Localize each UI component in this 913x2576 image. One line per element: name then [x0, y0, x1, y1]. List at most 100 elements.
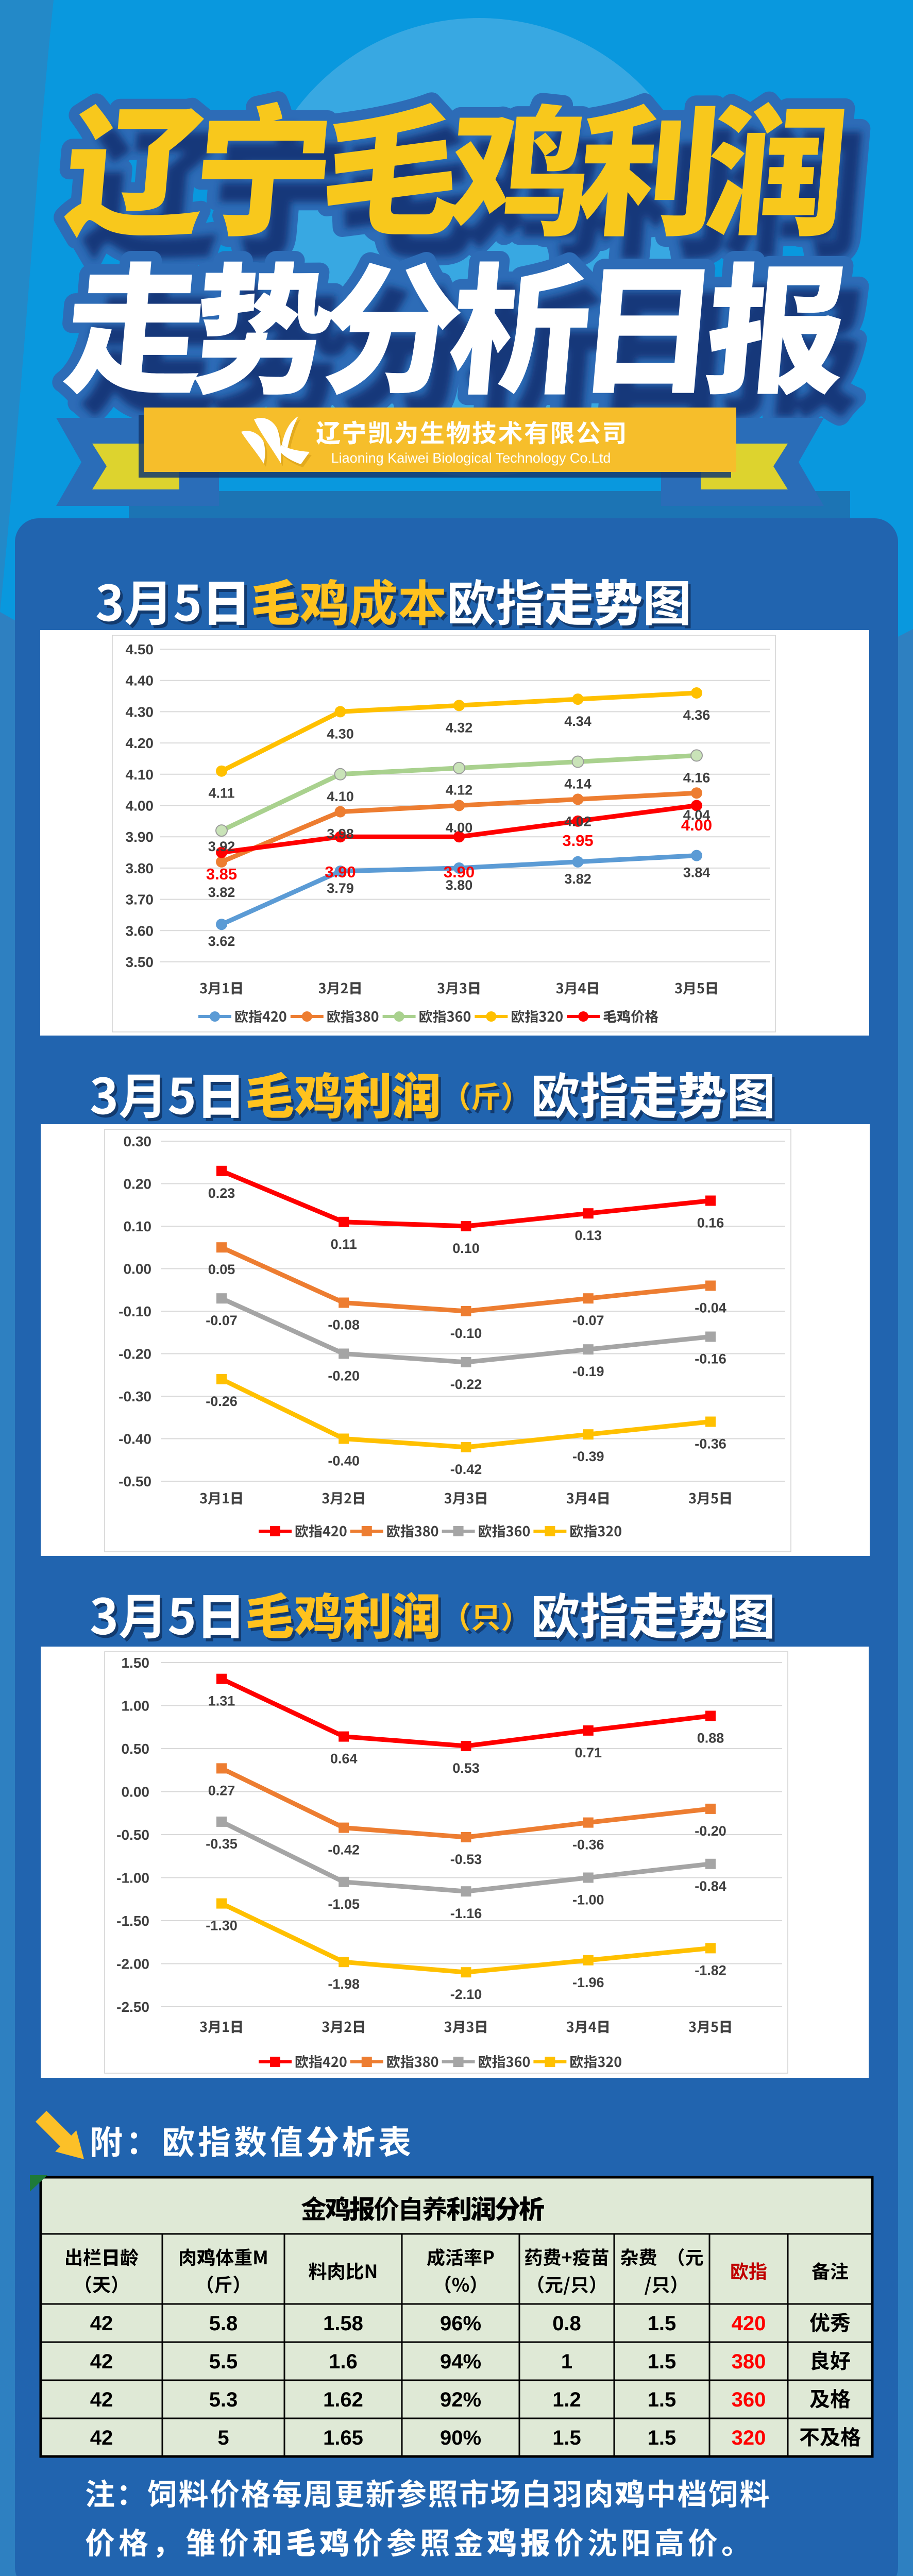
svg-text:-0.19: -0.19	[572, 1364, 604, 1379]
svg-text:42: 42	[90, 2350, 113, 2373]
svg-text:4.14: 4.14	[564, 776, 591, 792]
svg-text:3.82: 3.82	[564, 871, 591, 887]
svg-text:5.5: 5.5	[209, 2350, 238, 2373]
svg-text:3.80: 3.80	[446, 877, 473, 893]
svg-text:96%: 96%	[440, 2312, 481, 2335]
svg-text:0.11: 0.11	[331, 1236, 357, 1252]
svg-text:1.65: 1.65	[323, 2427, 363, 2449]
svg-text:0.27: 0.27	[208, 1783, 235, 1798]
svg-text:5.3: 5.3	[209, 2388, 238, 2411]
svg-text:3.82: 3.82	[208, 885, 235, 900]
svg-text:4.11: 4.11	[208, 786, 234, 801]
svg-text:-0.84: -0.84	[695, 1878, 726, 1894]
svg-text:4.04: 4.04	[683, 807, 711, 823]
svg-text:0.20: 0.20	[124, 1176, 152, 1192]
svg-text:-0.20: -0.20	[119, 1346, 151, 1362]
svg-text:0.23: 0.23	[208, 1185, 235, 1201]
svg-text:-0.08: -0.08	[328, 1317, 360, 1333]
svg-text:-0.40: -0.40	[328, 1453, 360, 1469]
svg-text:4.34: 4.34	[564, 714, 591, 729]
svg-text:0.88: 0.88	[697, 1731, 724, 1746]
svg-text:-1.00: -1.00	[572, 1892, 604, 1908]
svg-text:-0.04: -0.04	[695, 1300, 726, 1316]
svg-text:-0.20: -0.20	[695, 1823, 726, 1839]
svg-text:1.5: 1.5	[648, 2350, 677, 2373]
svg-text:-0.10: -0.10	[450, 1326, 482, 1341]
svg-text:1.5: 1.5	[648, 2427, 677, 2449]
svg-text:90%: 90%	[440, 2427, 481, 2449]
svg-text:1.2: 1.2	[552, 2388, 581, 2411]
svg-text:1.5: 1.5	[648, 2388, 677, 2411]
svg-text:0.16: 0.16	[697, 1215, 724, 1231]
svg-text:-1.00: -1.00	[116, 1870, 149, 1886]
svg-text:1.58: 1.58	[323, 2312, 363, 2335]
svg-text:4.02: 4.02	[564, 814, 591, 829]
svg-text:42: 42	[90, 2427, 113, 2449]
svg-text:-0.22: -0.22	[450, 1377, 482, 1392]
svg-text:0.10: 0.10	[452, 1241, 480, 1256]
svg-text:1: 1	[561, 2350, 572, 2373]
svg-text:-0.10: -0.10	[119, 1303, 151, 1319]
svg-text:-0.36: -0.36	[695, 1436, 726, 1452]
svg-text:0.71: 0.71	[575, 1745, 602, 1760]
svg-text:-0.39: -0.39	[572, 1449, 604, 1464]
svg-text:420: 420	[732, 2312, 766, 2335]
svg-text:1.62: 1.62	[323, 2388, 363, 2411]
svg-text:1.6: 1.6	[329, 2350, 358, 2373]
svg-text:0.00: 0.00	[122, 1784, 150, 1800]
svg-text:-0.40: -0.40	[119, 1431, 151, 1447]
svg-text:-0.50: -0.50	[119, 1473, 151, 1489]
svg-text:3.95: 3.95	[562, 832, 593, 850]
svg-text:-0.26: -0.26	[206, 1394, 238, 1409]
svg-text:-0.07: -0.07	[206, 1313, 238, 1328]
svg-text:360: 360	[732, 2388, 766, 2411]
svg-text:Liaoning Kaiwei Biological Tec: Liaoning Kaiwei Biological Technology Co…	[331, 450, 611, 466]
svg-text:42: 42	[90, 2388, 113, 2411]
svg-text:4.30: 4.30	[327, 726, 354, 741]
svg-text:3.62: 3.62	[208, 934, 235, 949]
svg-text:-0.35: -0.35	[206, 1836, 238, 1852]
svg-text:-1.05: -1.05	[328, 1896, 360, 1912]
svg-text:1.50: 1.50	[122, 1655, 150, 1671]
svg-text:-0.16: -0.16	[695, 1351, 726, 1367]
svg-text:1.5: 1.5	[552, 2427, 581, 2449]
svg-text:4.20: 4.20	[126, 735, 154, 751]
svg-text:4.36: 4.36	[683, 707, 711, 723]
svg-text:-0.42: -0.42	[328, 1842, 360, 1858]
svg-text:3.79: 3.79	[327, 880, 354, 896]
svg-text:380: 380	[732, 2350, 766, 2373]
svg-text:-0.07: -0.07	[572, 1313, 604, 1328]
svg-text:5: 5	[217, 2427, 229, 2449]
svg-text:0.8: 0.8	[552, 2312, 581, 2335]
svg-text:-2.50: -2.50	[116, 1999, 149, 2015]
svg-text:0.64: 0.64	[330, 1751, 358, 1767]
svg-text:4.10: 4.10	[327, 789, 354, 804]
svg-text:0.05: 0.05	[208, 1262, 235, 1277]
svg-text:0.30: 0.30	[124, 1133, 152, 1149]
svg-text:3.85: 3.85	[206, 865, 237, 883]
svg-text:-2.00: -2.00	[116, 1956, 149, 1972]
svg-text:3.92: 3.92	[208, 839, 235, 854]
svg-text:-1.16: -1.16	[450, 1906, 482, 1921]
svg-text:3.60: 3.60	[126, 923, 154, 939]
svg-text:-0.53: -0.53	[450, 1852, 482, 1867]
svg-text:1.00: 1.00	[122, 1698, 150, 1714]
svg-text:320: 320	[732, 2427, 766, 2449]
svg-text:-1.82: -1.82	[695, 1962, 726, 1978]
svg-text:4.10: 4.10	[126, 767, 154, 783]
svg-text:-1.50: -1.50	[116, 1913, 149, 1929]
svg-text:1.5: 1.5	[648, 2312, 677, 2335]
svg-text:3.84: 3.84	[683, 865, 711, 880]
svg-text:4.00: 4.00	[126, 798, 154, 814]
svg-text:4.00: 4.00	[681, 816, 712, 834]
svg-text:92%: 92%	[440, 2388, 481, 2411]
svg-text:-0.20: -0.20	[328, 1368, 360, 1384]
svg-text:4.30: 4.30	[126, 704, 154, 720]
svg-text:0.13: 0.13	[575, 1228, 602, 1243]
svg-text:4.16: 4.16	[683, 770, 711, 785]
svg-text:0.50: 0.50	[122, 1741, 150, 1757]
svg-text:4.50: 4.50	[126, 641, 154, 657]
svg-text:4.40: 4.40	[126, 673, 154, 689]
svg-text:3.90: 3.90	[325, 863, 356, 881]
svg-text:94%: 94%	[440, 2350, 481, 2373]
